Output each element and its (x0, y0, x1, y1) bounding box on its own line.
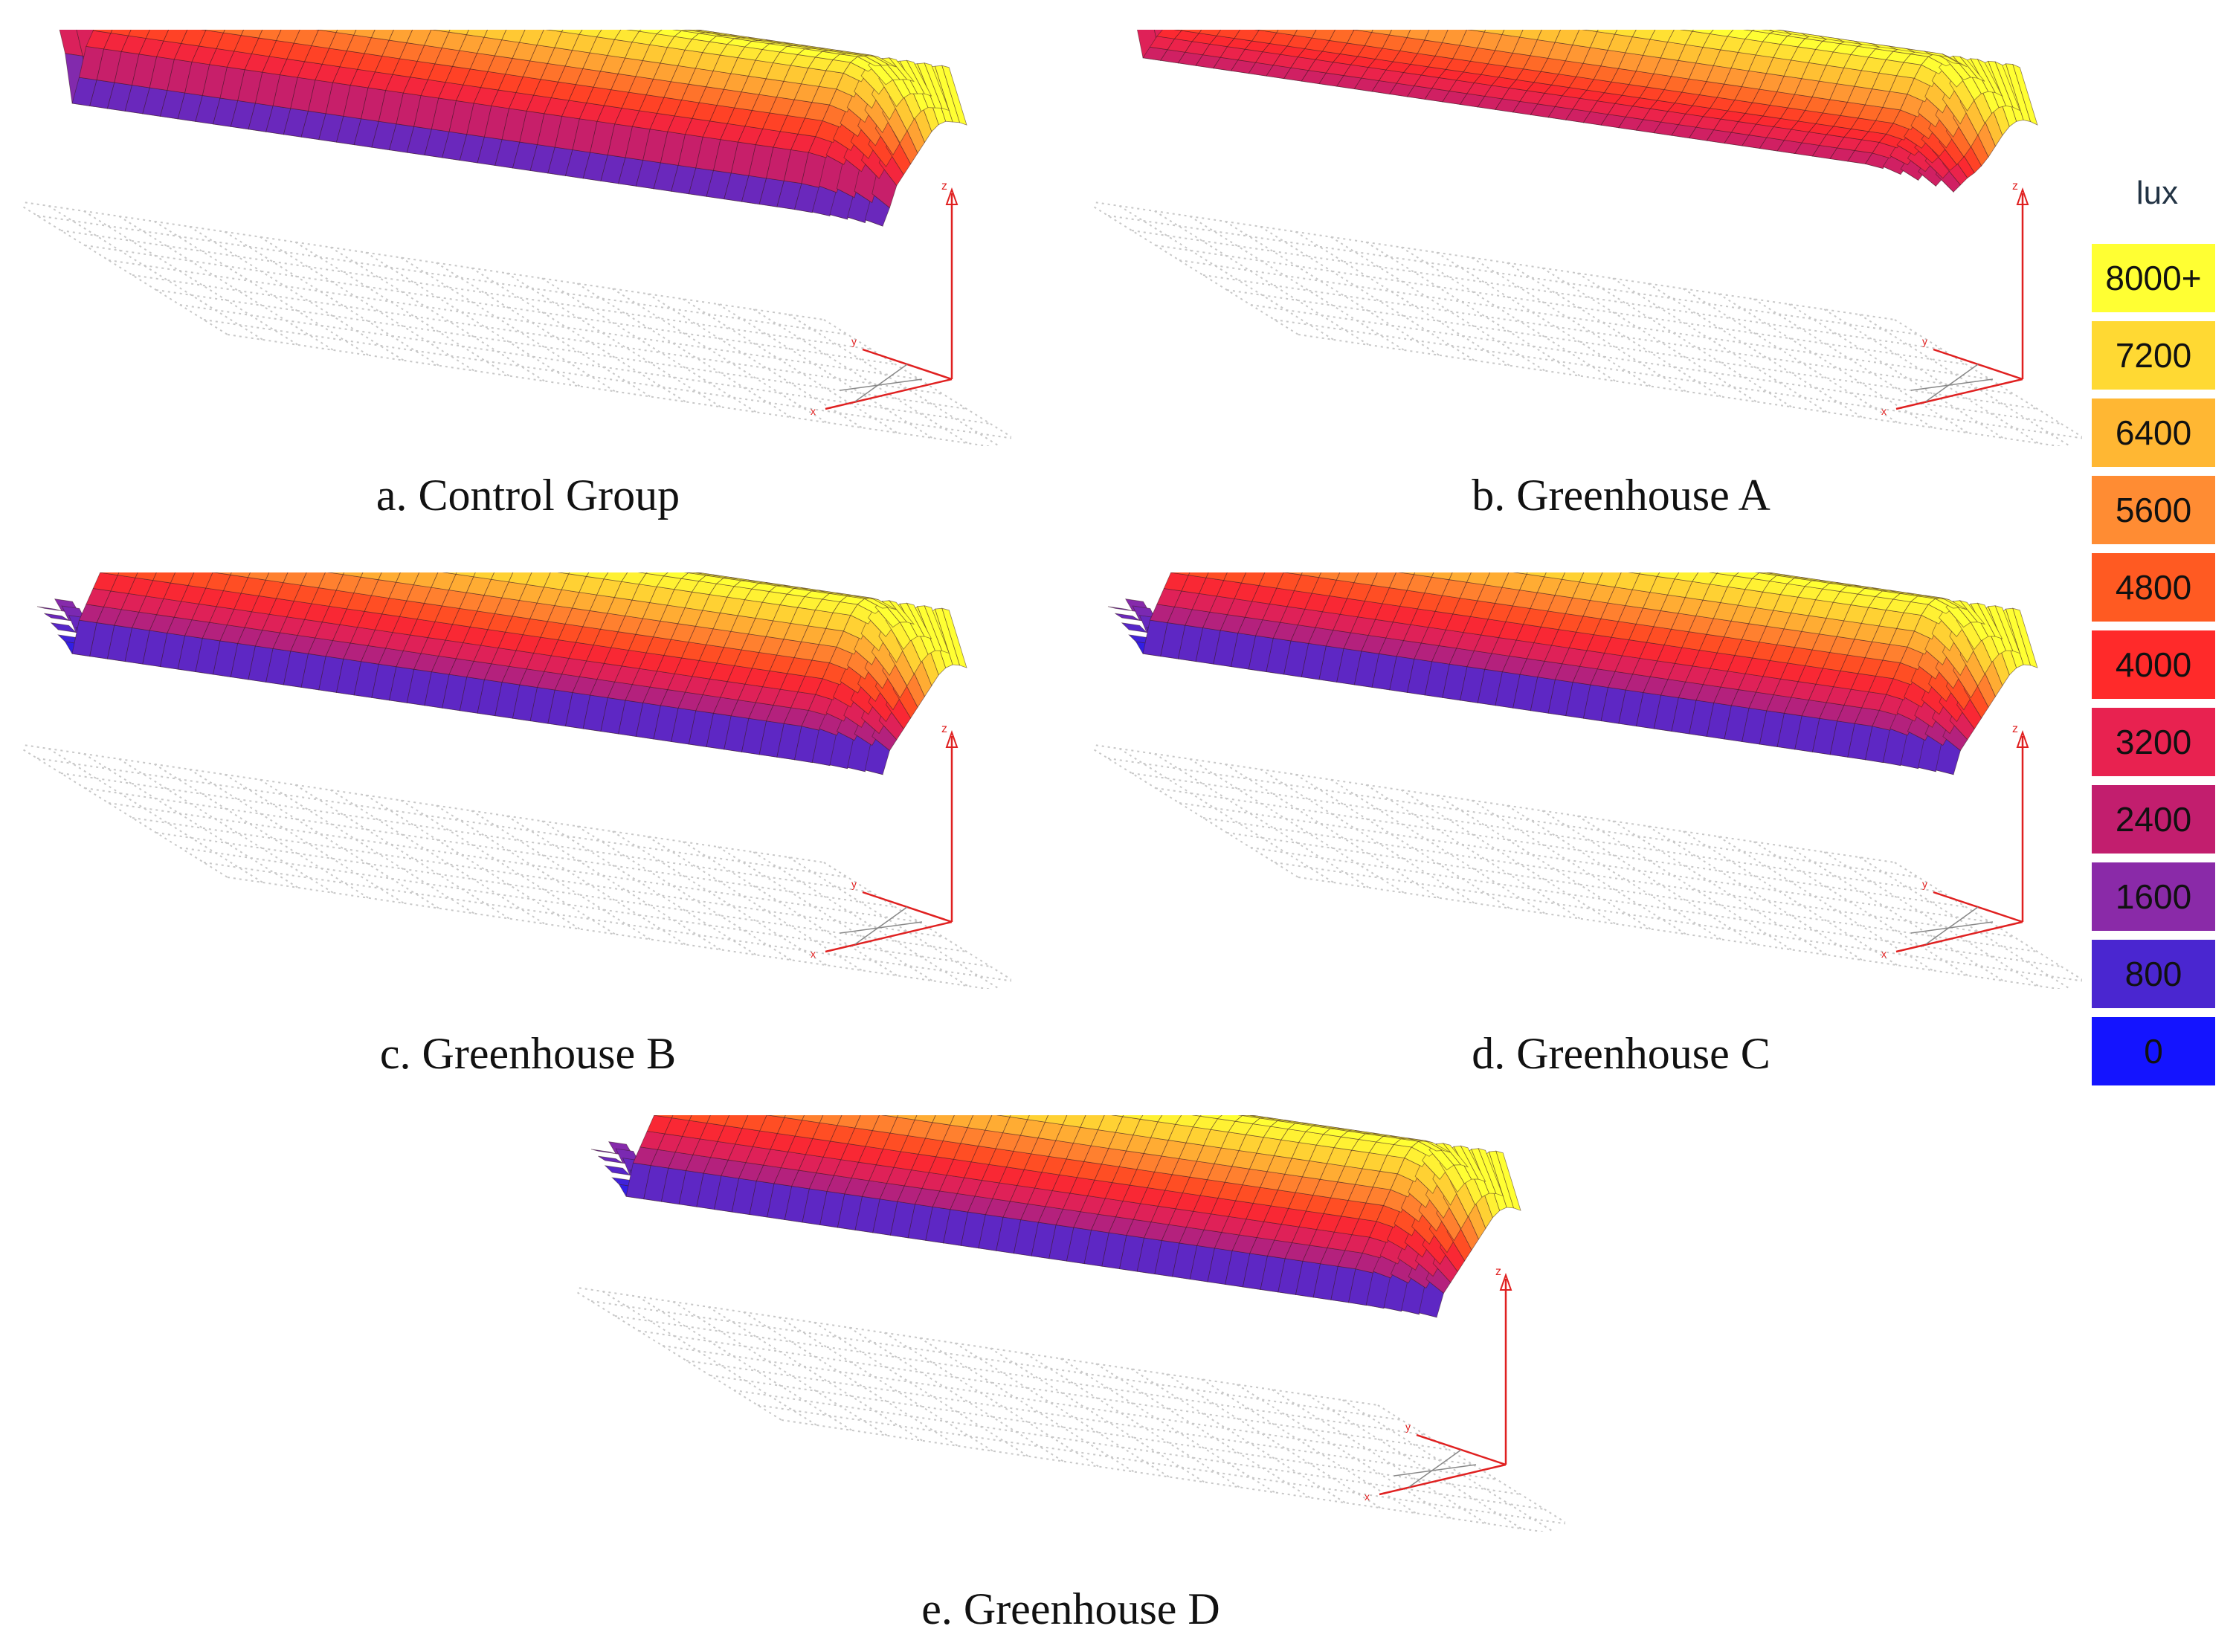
illuminance-surface-a (59, 30, 967, 227)
chart-caption-c: c. Greenhouse B (379, 1029, 677, 1078)
floor-grid-e (576, 1286, 1565, 1532)
chart-panel-a: z x y (22, 30, 1011, 446)
axis-triad-a: z x y (811, 180, 958, 417)
axis-label-x-e: x (1365, 1491, 1370, 1503)
axis-label-z-e: z (1495, 1265, 1501, 1278)
chart-caption-a: a. Control Group (376, 471, 680, 520)
legend-item-4800: 4800 (2090, 551, 2217, 624)
legend-item-800: 800 (2090, 938, 2217, 1010)
surface-plot-d: z x y (1093, 572, 2082, 989)
chart-caption-d: d. Greenhouse C (1472, 1029, 1771, 1078)
axis-label-y-c: y (851, 878, 857, 890)
chart-panel-d: z x y (1093, 572, 2082, 989)
legend-item-8000-plus: 8000+ (2090, 242, 2217, 314)
axis-label-y-e: y (1405, 1421, 1411, 1433)
axis-label-x-c: x (811, 948, 816, 960)
legend-item-2400: 2400 (2090, 783, 2217, 856)
axis-label-z-c: z (941, 723, 947, 735)
illuminance-surface-c (36, 572, 967, 775)
illuminance-surface-d (1107, 572, 2038, 775)
floor-grid-b (1093, 201, 2082, 446)
chart-caption-b: b. Greenhouse A (1472, 471, 1771, 520)
surface-plot-e: z x y (576, 1115, 1565, 1532)
axis-label-x-d: x (1881, 948, 1887, 960)
legend-item-7200: 7200 (2090, 319, 2217, 392)
axis-label-y-b: y (1922, 335, 1927, 347)
legend-item-0: 0 (2090, 1015, 2217, 1088)
surface-plot-b: z x y (1093, 30, 2082, 446)
axis-label-y-a: y (851, 335, 857, 347)
legend-item-3200: 3200 (2090, 706, 2217, 778)
axis-triad-c: z x y (811, 723, 958, 960)
axis-label-x-b: x (1881, 405, 1887, 417)
axis-label-x-a: x (811, 405, 816, 417)
legend-title: lux (2136, 175, 2179, 211)
axis-triad-e: z x y (1365, 1265, 1512, 1503)
axis-triad-d: z x y (1881, 723, 2029, 960)
axis-label-y-d: y (1922, 878, 1927, 890)
floor-grid-c (22, 743, 1011, 989)
axis-label-z-a: z (941, 180, 947, 193)
surface-plot-a: z x y (22, 30, 1011, 446)
legend-item-5600: 5600 (2090, 474, 2217, 546)
illuminance-surface-e (590, 1115, 1521, 1318)
axis-triad-b: z x y (1881, 180, 2029, 417)
legend-item-4000: 4000 (2090, 628, 2217, 701)
illuminance-surface-b (1137, 30, 2038, 193)
surface-plot-c: z x y (22, 572, 1011, 989)
axis-label-z-d: z (2012, 723, 2018, 735)
chart-caption-e: e. Greenhouse D (921, 1584, 1220, 1633)
floor-grid-d (1093, 743, 2082, 989)
axis-label-z-b: z (2012, 180, 2018, 193)
chart-panel-e: z x y (576, 1115, 1565, 1532)
floor-grid-a (22, 201, 1011, 446)
chart-panel-b: z x y (1093, 30, 2082, 446)
legend-item-6400: 6400 (2090, 396, 2217, 469)
chart-panel-c: z x y (22, 572, 1011, 989)
legend-item-1600: 1600 (2090, 860, 2217, 933)
